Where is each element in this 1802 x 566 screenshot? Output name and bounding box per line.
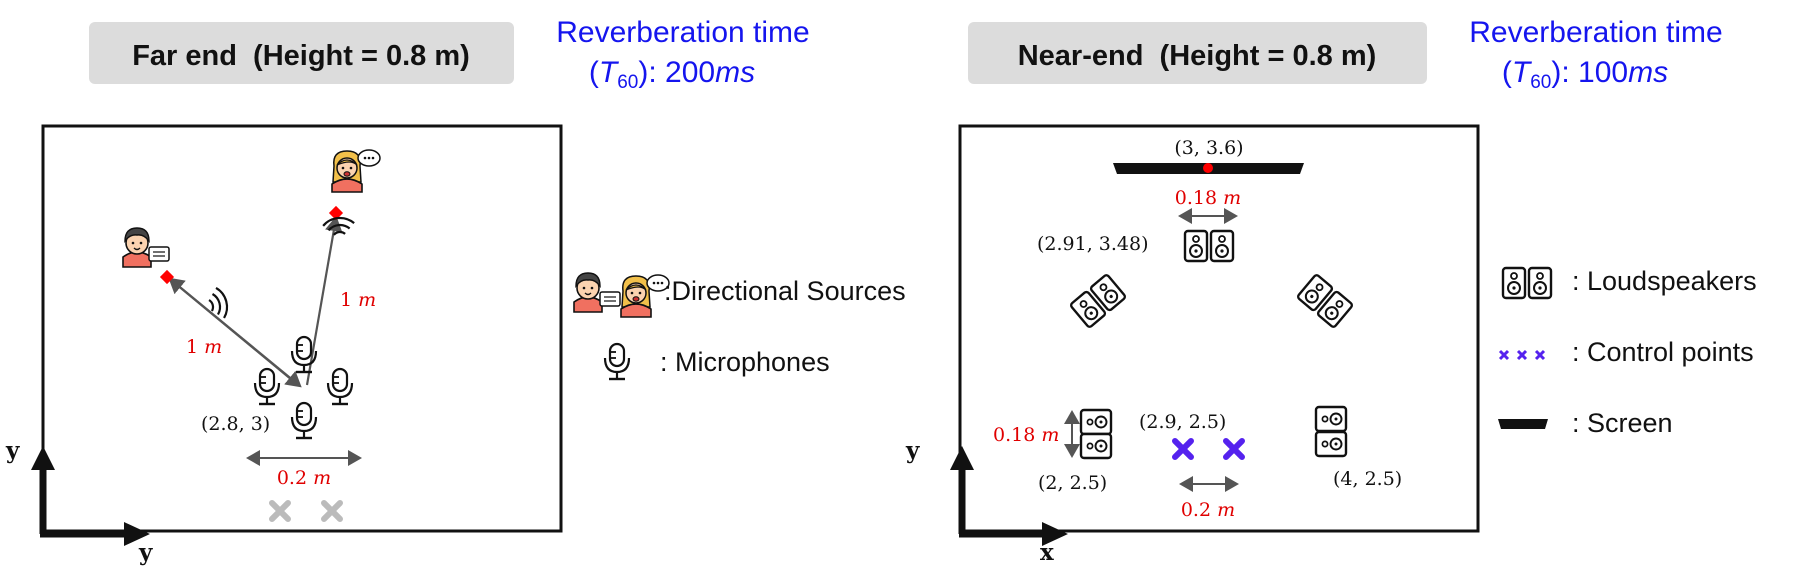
near-end-control-spacing-value: 0.2 (1181, 499, 1211, 521)
inactive-point-left-icon (272, 503, 288, 519)
near-end-screen-spacing-value: 0.18 (1175, 187, 1217, 209)
mic-left-icon (253, 367, 281, 406)
legend-middle: :Directional Sources : Microphones (573, 272, 906, 381)
source-marker-left (159, 269, 175, 285)
far-end-spacing-unit: m (313, 467, 331, 489)
far-end-spacing-value: 0.2 (277, 467, 307, 489)
legend-boy-icon (573, 272, 621, 313)
far-end-dist-right-value: 1 (340, 289, 352, 311)
far-end-panel: Far end (Height = 0.8 m) Reverberation t… (5, 16, 810, 566)
near-end-reverb-title: Reverberation time (1469, 16, 1722, 49)
far-end-axis-vertical-head (31, 446, 55, 470)
legend-control-points-icon (1498, 349, 1546, 361)
far-end-header-bg (89, 22, 514, 84)
far-end-room (41, 124, 563, 533)
near-end-header: Near-end (Height = 0.8 m) (1018, 40, 1377, 72)
far-end-reverb-number: ): 200 (638, 56, 715, 89)
near-end-header-bg (968, 22, 1427, 84)
speaker-upper-left-icon (1068, 272, 1128, 330)
near-end-right-speaker-coord: (4, 2.5) (1333, 468, 1402, 490)
near-end-left-spacing: 0.18 m (993, 424, 1059, 446)
near-end-panel: Near-end (Height = 0.8 m) Reverberation … (905, 16, 1723, 566)
far-end-reverb-unit: ms (715, 56, 755, 89)
legend-loudspeakers-label: : Loudspeakers (1572, 266, 1757, 296)
far-end-dist-right: 1 m (340, 289, 376, 311)
legend-microphones-label: : Microphones (660, 347, 830, 377)
legend-control-points-label: : Control points (1572, 337, 1754, 367)
near-end-control-coord: (2.9, 2.5) (1139, 411, 1226, 433)
near-end-left-spacing-unit: m (1041, 424, 1059, 446)
legend-girl-icon (620, 274, 670, 318)
near-end-left-speaker-coord: (2, 2.5) (1038, 472, 1107, 494)
far-end-reverb-t: T (599, 56, 620, 89)
legend-right: : Loudspeakers : Control points : Screen (1498, 266, 1757, 438)
speaker-upper-right-icon (1295, 272, 1355, 330)
far-end-dist-right-unit: m (358, 289, 376, 311)
near-end-control-spacing-unit: m (1217, 499, 1235, 521)
control-point-right-icon (1226, 441, 1242, 457)
legend-screen-icon (1498, 419, 1548, 429)
far-end-dist-left-value: 1 (186, 336, 198, 358)
control-point-left-icon (1175, 441, 1191, 457)
legend-directional-label: :Directional Sources (664, 276, 906, 306)
near-end-room (958, 124, 1480, 533)
speaker-lower-right-top-icon (1314, 405, 1348, 433)
mic-bottom-icon (290, 401, 318, 440)
near-end-screen-coord: (3, 3.6) (1174, 137, 1243, 159)
inactive-point-right-icon (324, 503, 340, 519)
mic-right-icon (326, 367, 354, 406)
far-end-reverb-title: Reverberation time (556, 16, 809, 49)
legend-screen-label: : Screen (1572, 408, 1673, 438)
screen-center-marker (1203, 163, 1213, 173)
near-end-reverb-unit: ms (1628, 56, 1668, 89)
near-end-reverb-number: ): 100 (1551, 56, 1628, 89)
far-end-axis-horizontal-head (124, 522, 150, 546)
near-end-axis-horizontal-label: x (1040, 539, 1054, 566)
speaker-top-icon (1183, 229, 1235, 263)
near-end-reverb-t: T (1512, 56, 1533, 89)
far-end-reverb-sub: 60 (617, 72, 638, 93)
near-end-reverb-sub: 60 (1530, 72, 1551, 93)
far-end-axis-vertical-label: y (5, 437, 20, 464)
speaker-lower-left-top-icon (1079, 408, 1113, 436)
near-end-screen-spacing-unit: m (1223, 187, 1241, 209)
near-end-control-spacing: 0.2 m (1181, 499, 1235, 521)
far-end-path-right (305, 215, 343, 386)
boy-talker-icon (122, 227, 170, 268)
far-end-spacing: 0.2 m (277, 467, 331, 489)
near-end-left-spacing-value: 0.18 (993, 424, 1035, 446)
near-end-axis-horizontal-head (1042, 522, 1068, 546)
girl-talker-icon (331, 149, 381, 193)
legend-mic-icon (603, 342, 631, 381)
legend-loudspeaker-icon (1501, 266, 1553, 300)
far-end-header: Far end (Height = 0.8 m) (132, 40, 470, 72)
far-end-axis-horizontal-label: y (138, 539, 153, 566)
far-end-dist-left-unit: m (204, 336, 222, 358)
near-end-reverb-value: (T60): 100ms (1502, 56, 1668, 93)
near-end-axis-vertical-head (950, 446, 974, 470)
wave-left-icon (203, 286, 237, 320)
speaker-lower-left-bottom-icon (1079, 432, 1113, 460)
near-end-top-speaker-coord: (2.91, 3.48) (1037, 233, 1149, 255)
far-end-dist-left: 1 m (186, 336, 222, 358)
far-end-mic-coord: (2.8, 3) (201, 413, 270, 435)
near-end-screen-spacing: 0.18 m (1175, 187, 1241, 209)
speaker-lower-right-bottom-icon (1314, 430, 1348, 458)
near-end-axis-vertical-label: y (905, 437, 920, 464)
source-marker-right (328, 205, 344, 221)
far-end-path-left-back (169, 278, 302, 388)
far-end-reverb-value: (T60): 200ms (589, 56, 755, 93)
